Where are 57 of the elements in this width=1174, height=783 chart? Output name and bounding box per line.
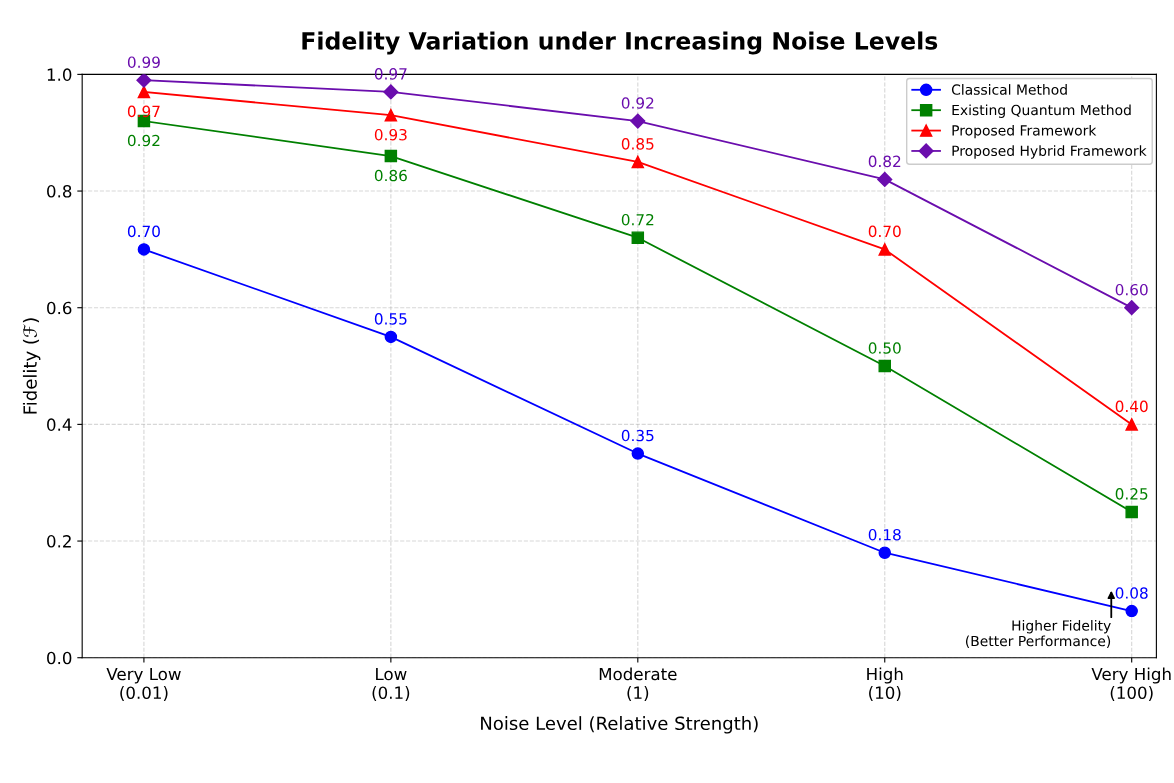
point [137, 243, 151, 256]
data-label: 0.55 [374, 313, 407, 325]
x-tick-label: Very High (100) [1091, 667, 1171, 701]
data-label: 0.60 [1115, 283, 1148, 296]
point [631, 155, 645, 169]
data-label: 0.72 [621, 213, 654, 226]
point [136, 74, 152, 88]
legend-label: Existing Quantum Method [952, 104, 1131, 118]
x-tick-label: Low (0.1) [372, 667, 410, 701]
point [383, 84, 399, 100]
point [878, 546, 892, 559]
data-label: 0.35 [621, 429, 654, 442]
point [1124, 300, 1140, 316]
point [384, 330, 398, 344]
x-tick-label: Moderate (1) [599, 667, 677, 701]
data-label: 0.70 [868, 225, 901, 238]
y-tick-label: 0.6 [47, 301, 72, 315]
point [1125, 604, 1138, 618]
data-label: 0.25 [1115, 488, 1148, 500]
annotation: Higher Fidelity (Better Performance) [965, 619, 1111, 648]
data-label: 0.86 [374, 169, 407, 182]
point [1125, 418, 1138, 431]
data-label: 0.18 [868, 528, 901, 541]
data-label: 0.99 [127, 56, 160, 68]
data-label: 0.97 [127, 105, 160, 118]
point [877, 171, 893, 187]
data-label: 0.08 [1115, 587, 1148, 599]
point [631, 231, 645, 244]
x-axis-title: Noise Level (Relative Strength) [481, 716, 758, 734]
point [384, 149, 398, 163]
point [878, 243, 892, 256]
point [137, 85, 151, 99]
data-label: 0.92 [127, 134, 160, 147]
point [1125, 505, 1138, 519]
point [384, 108, 398, 122]
data-label: 0.70 [127, 225, 160, 238]
y-tick-label: 0.2 [47, 535, 71, 548]
x-tick-label: Very Low (0.01) [106, 667, 181, 701]
data-label: 0.92 [621, 97, 654, 109]
legend-label: Proposed Hybrid Framework [952, 145, 1147, 159]
legend-label: Classical Method [951, 84, 1067, 95]
data-label: 0.93 [374, 128, 407, 141]
y-tick-label: 0.8 [47, 185, 72, 198]
y-axis-title: Fidelity (ℱ) [22, 318, 41, 414]
y-tick-label: 0.0 [47, 651, 72, 665]
data-label: 0.85 [621, 138, 654, 150]
y-tick-label: 0.4 [47, 418, 72, 431]
point [631, 447, 645, 460]
chart-title: Fidelity Variation under Increasing Noise Levels [302, 31, 938, 55]
point [878, 359, 892, 373]
data-label: 0.82 [868, 155, 901, 168]
point [630, 113, 646, 129]
y-tick-label: 1.0 [47, 68, 72, 81]
data-label: 0.50 [868, 342, 901, 354]
data-label: 0.40 [1115, 400, 1148, 413]
x-tick-label: High (10) [867, 667, 903, 701]
legend-label: Proposed Framework [952, 124, 1097, 139]
